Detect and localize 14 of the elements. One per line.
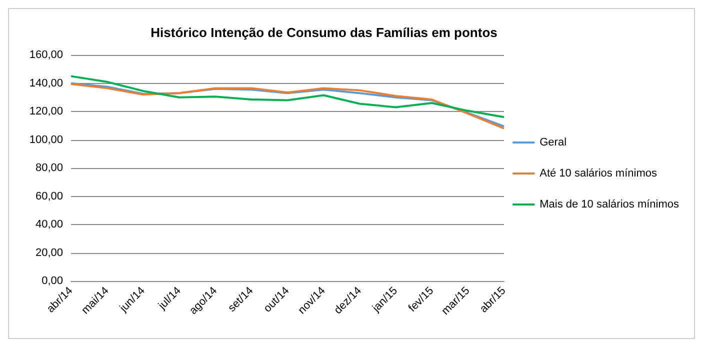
y-tick-label: 160,00 <box>29 49 63 61</box>
y-tick-label: 40,00 <box>35 218 63 230</box>
y-tick-label: 120,00 <box>29 106 63 118</box>
y-tick-label: 80,00 <box>35 162 63 174</box>
y-tick-label: 140,00 <box>29 77 63 90</box>
y-tick-label: 60,00 <box>35 190 63 202</box>
legend-label: Mais de 10 salários mínimos <box>540 198 680 210</box>
legend-label: Geral <box>540 136 567 148</box>
line-series <box>70 75 505 118</box>
chart-title: Histórico Intenção de Consumo das Famílias em pontos <box>150 25 498 40</box>
y-tick-label: 20,00 <box>35 246 63 259</box>
legend-label: Até 10 salários mínimos <box>540 168 658 180</box>
y-tick-label: 100,00 <box>29 134 63 146</box>
y-tick-label: 0,00 <box>42 275 63 287</box>
